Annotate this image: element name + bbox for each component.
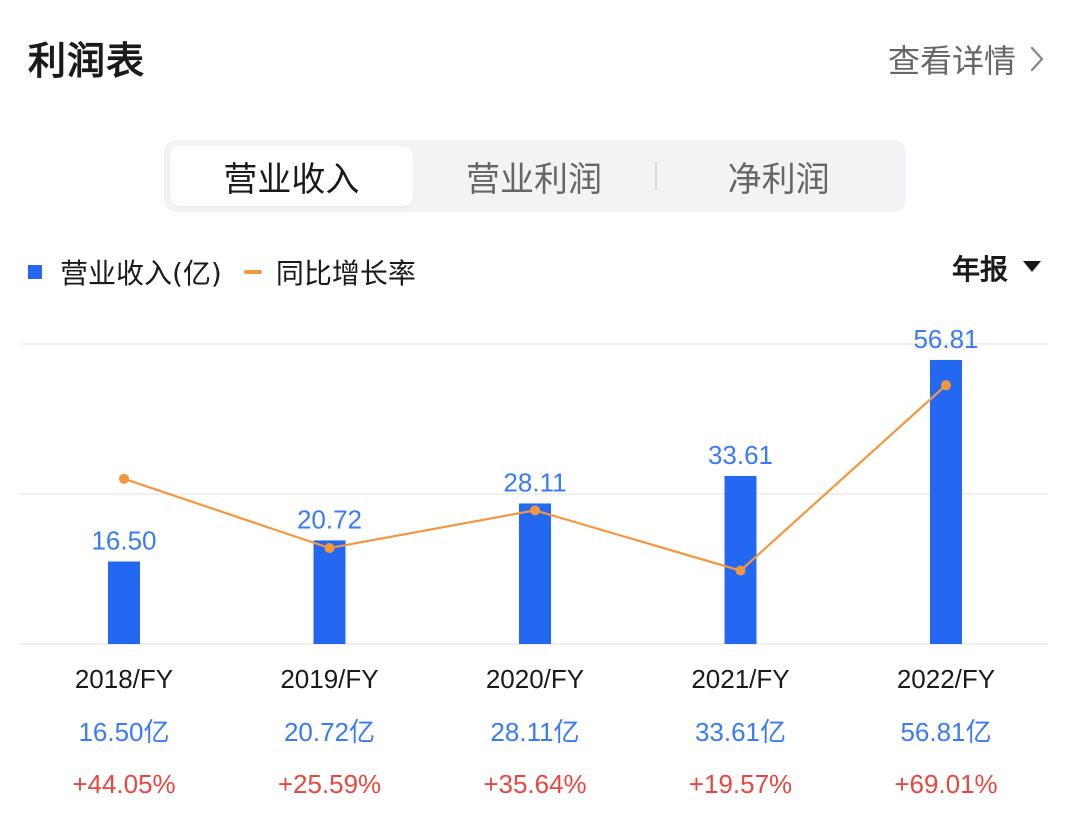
revenue-bar bbox=[519, 503, 551, 644]
revenue-bar bbox=[930, 359, 962, 644]
chart-legend: 营业收入(亿) 同比增长率 bbox=[28, 252, 416, 292]
revenue-value-text: 16.50亿 bbox=[78, 717, 169, 747]
x-axis-label: 2022/FY bbox=[897, 664, 995, 694]
revenue-value-text: 28.11亿 bbox=[490, 717, 579, 747]
revenue-value-text: 33.61亿 bbox=[695, 717, 786, 747]
page-title: 利润表 bbox=[28, 39, 146, 83]
x-axis-label: 2021/FY bbox=[691, 664, 789, 694]
growth-rate-point bbox=[324, 543, 335, 554]
growth-rate-text: +35.64% bbox=[483, 769, 586, 799]
view-details-label: 查看详情 bbox=[887, 42, 1016, 80]
revenue-chart: 16.50 20.72 28.11 33.61 56.81 2018/FY 2019/FY 2… bbox=[20, 330, 1048, 799]
revenue-bar bbox=[108, 561, 140, 644]
tab-net-profit[interactable]: 净利润 bbox=[727, 159, 830, 200]
tab-operating-profit[interactable]: 营业利润 bbox=[466, 159, 602, 200]
period-select[interactable]: 年报 bbox=[952, 248, 1042, 288]
revenue-value-text: 20.72亿 bbox=[284, 717, 375, 747]
period-select-value: 年报 bbox=[951, 253, 1008, 286]
tab-revenue[interactable]: 营业收入 bbox=[170, 146, 413, 206]
revenue-bar bbox=[313, 540, 346, 644]
line-legend-swatch bbox=[243, 270, 262, 274]
x-axis-label: 2020/FY bbox=[486, 664, 584, 694]
growth-rate-point bbox=[119, 473, 129, 484]
growth-rate-point bbox=[735, 565, 746, 576]
bar-value-label: 28.11 bbox=[503, 467, 566, 497]
header: 利润表 查看详情 bbox=[0, 0, 1080, 110]
bar-value-label: 33.61 bbox=[708, 440, 773, 470]
bar-legend-label: 营业收入(亿) bbox=[60, 257, 222, 290]
tab-divider bbox=[655, 162, 658, 190]
line-legend-label: 同比增长率 bbox=[275, 257, 416, 290]
growth-rate-point bbox=[941, 380, 951, 391]
growth-rate-point bbox=[530, 505, 540, 516]
growth-rate-text: +19.57% bbox=[689, 769, 792, 799]
bar-legend-swatch bbox=[28, 265, 42, 279]
bar-value-label: 56.81 bbox=[913, 330, 978, 354]
metric-tabs: 营业收入 营业利润 净利润 bbox=[164, 140, 906, 212]
x-axis-label: 2018/FY bbox=[75, 664, 173, 694]
chevron-right-icon bbox=[1030, 46, 1044, 72]
bar-value-label: 16.50 bbox=[91, 526, 156, 556]
revenue-value-text: 56.81亿 bbox=[900, 717, 991, 747]
view-details-link[interactable]: 查看详情 bbox=[888, 36, 1044, 82]
bar-value-label: 20.72 bbox=[297, 504, 362, 534]
x-axis-label: 2019/FY bbox=[280, 664, 378, 694]
growth-rate-text: +25.59% bbox=[278, 769, 381, 799]
growth-rate-text: +44.05% bbox=[72, 769, 175, 799]
growth-rate-text: +69.01% bbox=[894, 769, 997, 799]
dropdown-triangle-icon bbox=[1022, 259, 1042, 278]
